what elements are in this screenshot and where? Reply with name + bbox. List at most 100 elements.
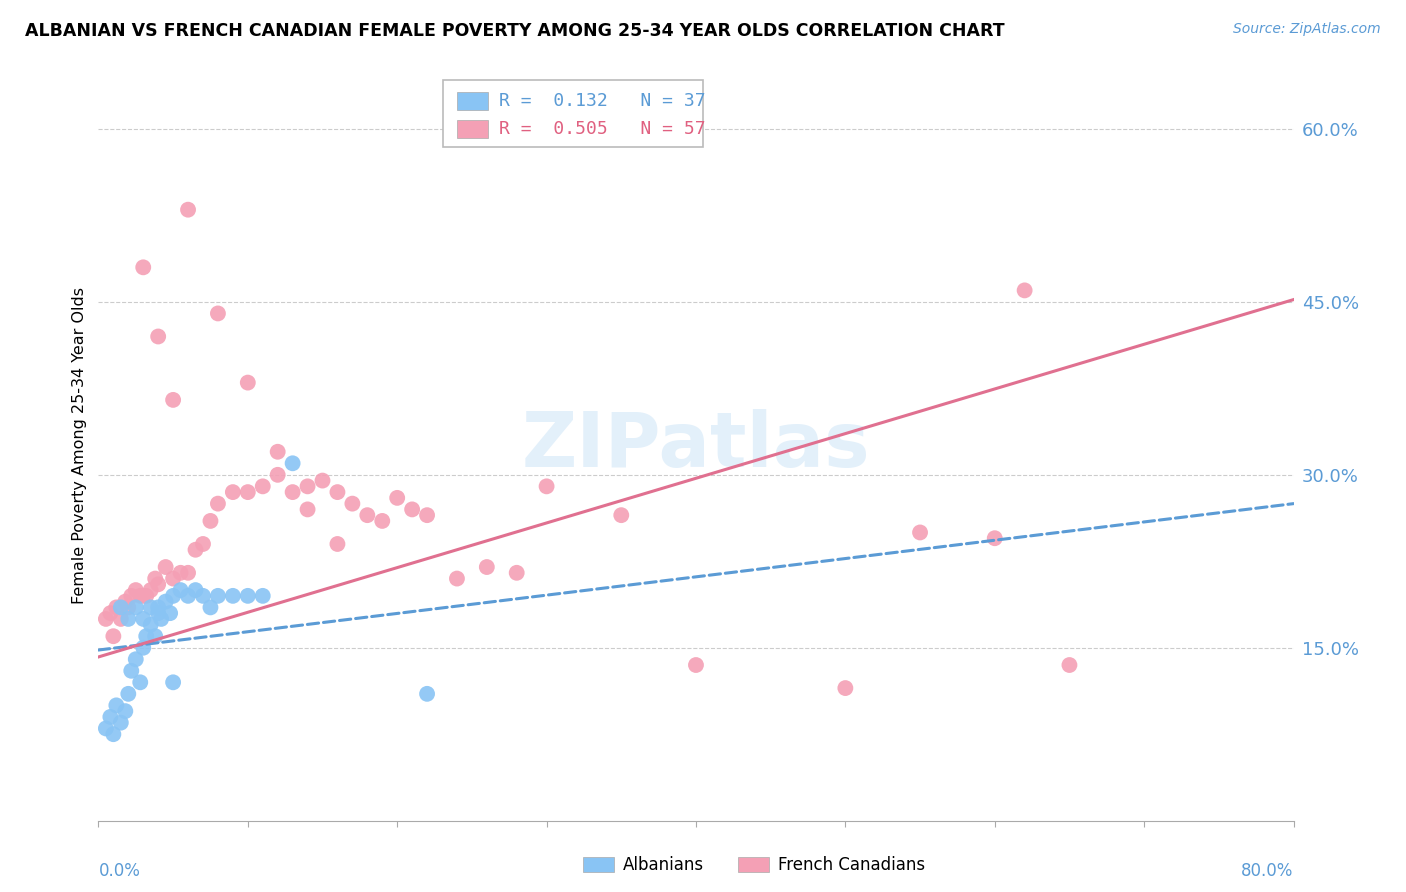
Point bbox=[200, 600, 222, 615]
Point bbox=[114, 704, 136, 718]
Point bbox=[834, 681, 856, 695]
Point bbox=[297, 479, 319, 493]
Point bbox=[139, 600, 162, 615]
Point bbox=[148, 329, 170, 343]
Point bbox=[475, 560, 498, 574]
Point bbox=[252, 479, 274, 493]
Point bbox=[135, 629, 157, 643]
Point bbox=[326, 537, 349, 551]
Point bbox=[184, 542, 207, 557]
Text: R =  0.505   N = 57: R = 0.505 N = 57 bbox=[499, 120, 706, 138]
Point bbox=[222, 589, 245, 603]
Point bbox=[155, 594, 177, 608]
Point bbox=[236, 485, 259, 500]
Point bbox=[139, 617, 162, 632]
Point bbox=[143, 572, 166, 586]
Point bbox=[385, 491, 409, 505]
Point bbox=[103, 629, 125, 643]
Point bbox=[184, 583, 207, 598]
Point bbox=[162, 572, 184, 586]
Point bbox=[267, 467, 290, 482]
Point bbox=[125, 652, 148, 666]
Point bbox=[159, 606, 181, 620]
Point bbox=[536, 479, 558, 493]
Point bbox=[222, 485, 245, 500]
Point bbox=[416, 687, 439, 701]
Point bbox=[110, 715, 132, 730]
Text: French Canadians: French Canadians bbox=[778, 855, 925, 874]
Y-axis label: Female Poverty Among 25-34 Year Olds: Female Poverty Among 25-34 Year Olds bbox=[72, 287, 87, 605]
Point bbox=[129, 675, 152, 690]
Point bbox=[120, 664, 142, 678]
Text: 80.0%: 80.0% bbox=[1241, 862, 1294, 880]
Point bbox=[236, 376, 259, 390]
Point bbox=[371, 514, 394, 528]
Point bbox=[207, 497, 229, 511]
Point bbox=[416, 508, 439, 523]
Point bbox=[132, 612, 155, 626]
Point bbox=[1014, 284, 1036, 298]
Point bbox=[110, 612, 132, 626]
Point bbox=[125, 583, 148, 598]
Point bbox=[129, 589, 152, 603]
Text: 0.0%: 0.0% bbox=[98, 862, 141, 880]
Point bbox=[311, 474, 333, 488]
Point bbox=[103, 727, 125, 741]
Point bbox=[132, 260, 155, 275]
Point bbox=[446, 572, 468, 586]
Point bbox=[177, 589, 200, 603]
Point bbox=[1059, 658, 1081, 673]
Point bbox=[281, 485, 304, 500]
Point bbox=[169, 583, 191, 598]
Point bbox=[143, 629, 166, 643]
Point bbox=[105, 600, 128, 615]
Point bbox=[191, 537, 214, 551]
Point bbox=[200, 514, 222, 528]
Point bbox=[110, 600, 132, 615]
Point bbox=[162, 589, 184, 603]
Point bbox=[135, 589, 157, 603]
Point bbox=[984, 531, 1007, 545]
Point bbox=[117, 612, 139, 626]
Point bbox=[125, 600, 148, 615]
Point bbox=[98, 710, 122, 724]
Point bbox=[207, 589, 229, 603]
Text: R =  0.132   N = 37: R = 0.132 N = 37 bbox=[499, 92, 706, 110]
Point bbox=[191, 589, 214, 603]
Point bbox=[117, 687, 139, 701]
Point bbox=[162, 675, 184, 690]
Point bbox=[148, 577, 170, 591]
Point bbox=[610, 508, 633, 523]
Point bbox=[139, 583, 162, 598]
Point bbox=[177, 202, 200, 217]
Point bbox=[342, 497, 364, 511]
Text: Albanians: Albanians bbox=[623, 855, 704, 874]
Point bbox=[117, 600, 139, 615]
Point bbox=[94, 612, 117, 626]
Point bbox=[401, 502, 423, 516]
Point bbox=[326, 485, 349, 500]
Point bbox=[105, 698, 128, 713]
Point bbox=[155, 560, 177, 574]
Point bbox=[132, 589, 155, 603]
Point bbox=[162, 392, 184, 407]
Point bbox=[169, 566, 191, 580]
Point bbox=[132, 640, 155, 655]
Point bbox=[98, 606, 122, 620]
Point bbox=[252, 589, 274, 603]
Point bbox=[177, 566, 200, 580]
Point bbox=[506, 566, 529, 580]
Point bbox=[685, 658, 707, 673]
Point bbox=[148, 600, 170, 615]
Point bbox=[150, 612, 173, 626]
Point bbox=[908, 525, 931, 540]
Text: Source: ZipAtlas.com: Source: ZipAtlas.com bbox=[1233, 22, 1381, 37]
Point bbox=[297, 502, 319, 516]
Point bbox=[281, 456, 304, 470]
Point bbox=[356, 508, 378, 523]
Point bbox=[267, 444, 290, 458]
Point bbox=[207, 306, 229, 320]
Point bbox=[120, 589, 142, 603]
Point bbox=[94, 722, 117, 736]
Point bbox=[236, 589, 259, 603]
